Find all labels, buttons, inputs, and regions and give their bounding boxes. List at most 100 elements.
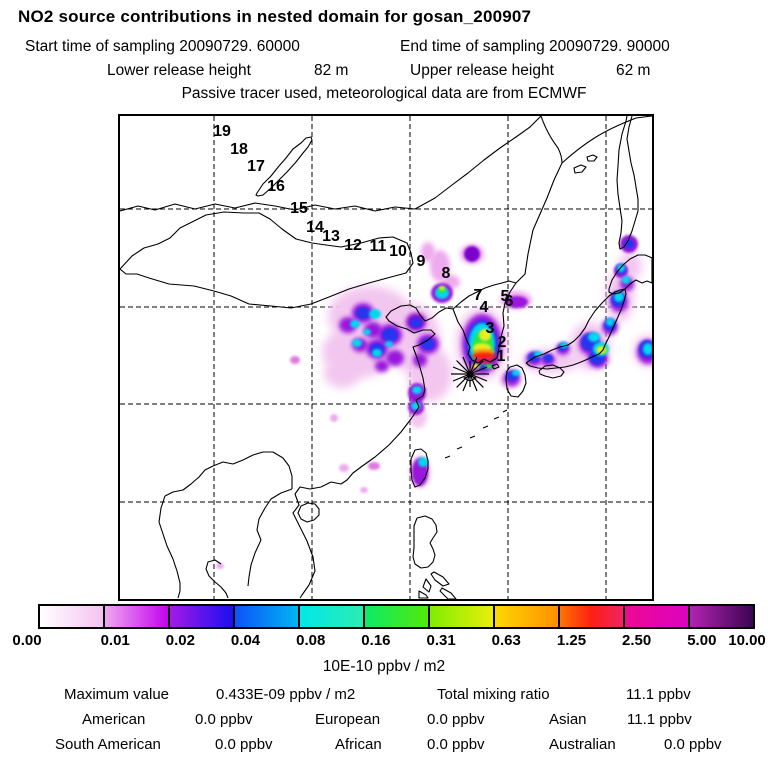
field-blob (410, 318, 422, 328)
upper-release-label: Upper release height (410, 62, 554, 79)
trajectory-hour-12: 12 (344, 237, 362, 254)
field-blob (418, 457, 428, 467)
lower-release-value: 82 m (314, 62, 349, 79)
colorbar-segment (233, 606, 298, 627)
coastline-path (616, 116, 639, 250)
field-blob (368, 462, 380, 470)
coastline-path (573, 164, 587, 174)
field-blob (352, 339, 362, 347)
coastline-path (430, 571, 450, 587)
coastline-path (444, 409, 508, 459)
trajectory-hour-2: 2 (497, 334, 507, 351)
trajectory-hour-17: 17 (247, 158, 265, 175)
colorbar (38, 604, 755, 629)
coastline-path (422, 578, 432, 593)
colorbar-tick-0.04: 0.04 (230, 632, 261, 649)
field-blob (439, 286, 445, 290)
page-title: NO2 source contributions in nested domai… (18, 7, 532, 26)
trajectory-hour-14: 14 (306, 219, 324, 236)
field-blob (412, 386, 422, 394)
field-blob (479, 329, 491, 341)
coastline-path (255, 136, 313, 197)
coastline-path (538, 364, 565, 379)
tracer-note: Passive tracer used, meteorological data… (181, 85, 587, 102)
south-american-value: 0.0 ppbv (215, 736, 273, 753)
colorbar-segment (168, 606, 233, 627)
trajectory-hour-13: 13 (322, 228, 340, 245)
colorbar-units: 10E-10 ppbv / m2 (322, 658, 446, 675)
colorbar-segment (623, 606, 688, 627)
colorbar-segment (40, 606, 103, 627)
coastline-path (412, 515, 438, 569)
field-blob (372, 349, 382, 357)
coastline-path (561, 116, 652, 164)
coastline-path (608, 254, 652, 295)
lower-release-label: Lower release height (107, 62, 251, 79)
asian-label: Asian (549, 711, 587, 728)
coastline-path (120, 116, 542, 212)
field-blob (385, 341, 393, 347)
field-blob (543, 354, 553, 362)
end-time-line: End time of sampling 20090729. 90000 (400, 38, 670, 55)
field-blob (506, 296, 528, 308)
field-blob (614, 292, 624, 302)
coastline-path (540, 116, 563, 164)
american-value: 0.0 ppbv (195, 711, 253, 728)
coastline-path (491, 363, 500, 370)
start-time-line: Start time of sampling 20090729. 60000 (25, 38, 300, 55)
coastline-path (505, 364, 527, 398)
total-ratio-label: Total mixing ratio (437, 686, 550, 703)
asian-value: 11.1 ppbv (627, 711, 692, 728)
coastline-path (452, 280, 517, 310)
african-value: 0.0 ppbv (427, 736, 485, 753)
colorbar-segment (363, 606, 428, 627)
european-label: European (315, 711, 381, 728)
colorbar-segment (688, 606, 753, 627)
coastlines (120, 116, 652, 599)
field-blob (339, 464, 349, 472)
field-blob (330, 414, 338, 422)
colorbar-segment (428, 606, 493, 627)
field-blob (430, 250, 450, 282)
field-blob (356, 307, 370, 319)
colorbar-tick-1.25: 1.25 (556, 632, 587, 649)
field-blob (369, 309, 381, 319)
colorbar-segment (298, 606, 363, 627)
field-blob (216, 563, 224, 569)
field-blob (290, 356, 300, 364)
trajectory-hour-8: 8 (441, 265, 451, 282)
field-blob (464, 246, 480, 262)
colorbar-tick-5.00: 5.00 (687, 632, 717, 649)
trajectory-hour-16: 16 (267, 178, 285, 195)
trajectory-hour-3: 3 (485, 320, 495, 337)
coastline-path (439, 587, 457, 599)
field-blob (350, 320, 360, 328)
map-canvas (120, 116, 652, 599)
colorbar-tick-0.01: 0.01 (100, 632, 130, 649)
field-blob (413, 353, 427, 367)
colorbar-segment (493, 606, 558, 627)
field-blob (512, 370, 520, 376)
australian-value: 0.0 ppbv (664, 736, 722, 753)
map-panel: 1 2 3 4 5 6 7 8 9 10 11 12 13 14 15 16 17 18 19 (118, 114, 654, 601)
trajectory-hour-19: 19 (213, 123, 231, 140)
field-blob (324, 360, 360, 388)
coastline-path (418, 590, 429, 599)
coastline-path (586, 154, 598, 162)
field-blob (624, 239, 634, 249)
field-blob (472, 352, 496, 360)
coastline-path (164, 451, 293, 497)
trajectory-hour-4: 4 (479, 299, 489, 316)
trajectory-hour-10: 10 (389, 243, 407, 260)
field-blob (360, 487, 368, 493)
european-value: 0.0 ppbv (427, 711, 485, 728)
field-blob (363, 329, 371, 335)
coastline-path (525, 288, 627, 370)
trajectory-hour-5: 5 (500, 288, 510, 305)
colorbar-segment (103, 606, 168, 627)
trajectory-hour-18: 18 (230, 141, 248, 158)
total-ratio-value: 11.1 ppbv (626, 686, 691, 703)
trajectory-hour-1: 1 (496, 348, 506, 365)
colorbar-tick-10.00: 10.00 (728, 632, 766, 649)
